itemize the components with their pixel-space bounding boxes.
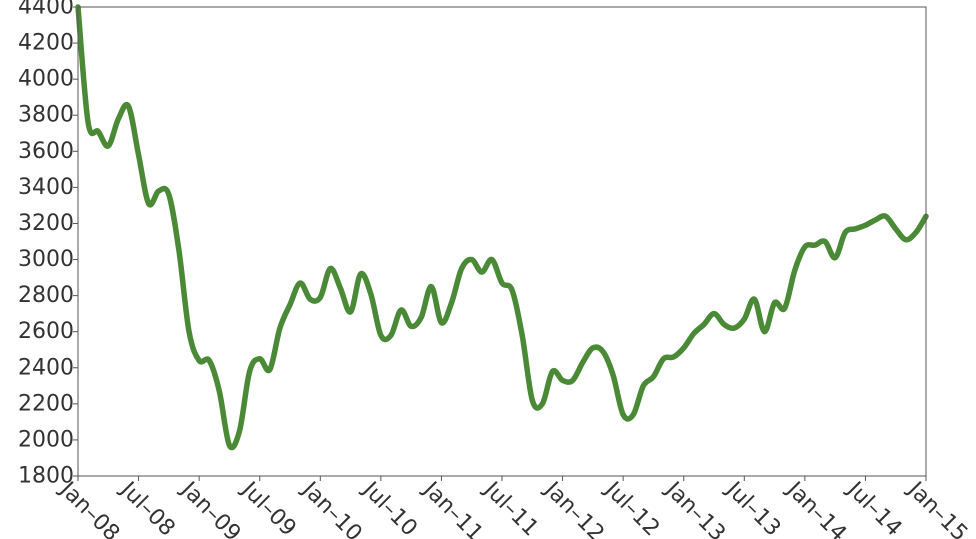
x-tick-label: Jul–13 — [720, 476, 785, 539]
y-tick-label: 3600 — [18, 139, 74, 164]
x-tick-label: Jul–14 — [841, 476, 906, 539]
y-tick-label: 3200 — [18, 211, 74, 236]
x-tick-label: Jul–08 — [114, 476, 179, 539]
y-tick-label: 2600 — [18, 319, 74, 344]
x-tick-label: Jan–08 — [54, 476, 125, 539]
y-tick-label: 4000 — [18, 67, 74, 92]
plot-frame — [77, 6, 927, 477]
y-tick-label: 2000 — [18, 427, 74, 452]
series-line — [75, 4, 929, 451]
y-axis: 1800 2000 2200 2400 2600 2800 3000 3200 3400 3600… — [18, 0, 78, 489]
x-tick-label: Jul–11 — [478, 476, 543, 539]
y-tick-label: 2800 — [18, 283, 74, 308]
y-tick-label: 2400 — [18, 355, 74, 380]
y-tick-label: 3400 — [18, 175, 74, 200]
x-tick-label: Jan–15 — [902, 476, 973, 539]
y-tick-label: 2200 — [18, 391, 74, 416]
x-tick-label: Jan–11 — [417, 476, 488, 539]
x-tick-label: Jul–12 — [599, 476, 664, 539]
x-tick-label: Jan–09 — [175, 476, 246, 539]
x-tick-label: Jul–09 — [235, 476, 300, 539]
x-tick-label: Jan–14 — [780, 476, 851, 539]
x-tick-label: Jul–10 — [356, 476, 421, 539]
y-tick-label: 4400 — [18, 0, 74, 20]
x-tick-label: Jan–12 — [538, 476, 609, 539]
x-axis: Jan–08Jul–08Jan–09Jul–09Jan–10Jul–10Jan–… — [54, 476, 973, 539]
x-tick-label: Jan–10 — [296, 476, 367, 539]
y-tick-label: 3800 — [18, 103, 74, 128]
x-tick-label: Jan–13 — [659, 476, 730, 539]
y-tick-label: 1800 — [18, 464, 74, 489]
y-tick-label: 3000 — [18, 247, 74, 272]
plot-area — [78, 7, 926, 476]
y-tick-label: 4200 — [18, 31, 74, 56]
